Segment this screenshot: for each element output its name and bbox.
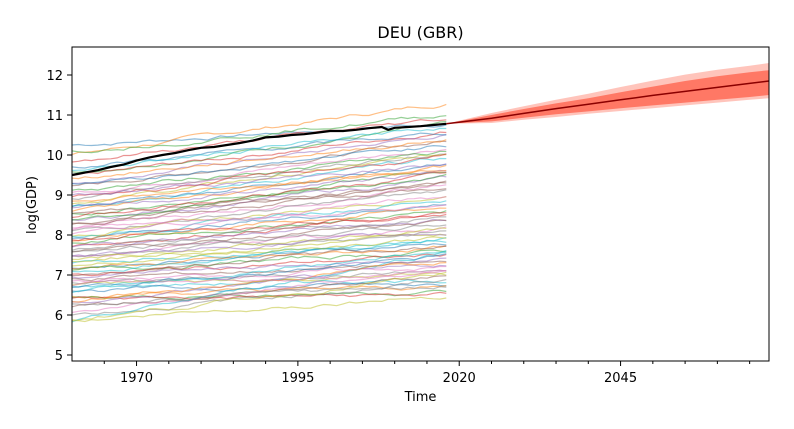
- highlighted-series-line: [71, 122, 447, 177]
- background-series-line: [71, 243, 447, 270]
- background-series-line: [71, 296, 447, 323]
- x-tick-label: 1970: [120, 371, 153, 386]
- background-series-line: [71, 232, 447, 257]
- background-series-line: [71, 251, 447, 323]
- y-tick-label: 9: [55, 189, 63, 204]
- background-series-line: [72, 133, 447, 184]
- x-tick-label: 2020: [443, 371, 476, 386]
- background-series-line: [71, 131, 447, 177]
- background-series-line: [71, 184, 447, 229]
- y-tick-label: 6: [55, 309, 63, 324]
- background-series-line: [71, 188, 447, 214]
- background-series-line: [71, 171, 447, 219]
- x-tick-label: 1995: [281, 371, 314, 386]
- background-series-line: [71, 271, 447, 321]
- x-axis: 1970 1995 2020 2045: [103, 361, 751, 386]
- background-series-line: [71, 245, 447, 270]
- background-series-line: [71, 224, 447, 253]
- background-series-line: [71, 169, 447, 209]
- background-series-line: [71, 245, 447, 277]
- background-series-line: [71, 139, 447, 180]
- background-series-line: [71, 181, 447, 225]
- axes-frame: [71, 46, 770, 362]
- background-series-line: [71, 163, 447, 196]
- plot-area: [71, 63, 770, 323]
- background-series-line: [71, 204, 447, 231]
- background-series-line: [71, 148, 447, 193]
- background-series-line: [71, 253, 447, 289]
- y-axis: 5 6 7 8 9 10 11 12: [46, 69, 72, 364]
- background-series-line: [71, 163, 447, 208]
- background-series-line: [71, 189, 447, 232]
- x-axis-label: Time: [404, 390, 437, 405]
- background-series-line: [71, 218, 447, 248]
- y-tick-label: 10: [46, 149, 63, 164]
- x-tick-label: 2045: [604, 371, 637, 386]
- y-tick-label: 12: [46, 69, 63, 84]
- background-series-line: [71, 216, 447, 251]
- background-series-line: [71, 236, 447, 267]
- y-axis-label: log(GDP): [25, 176, 40, 234]
- background-series-line: [71, 269, 447, 287]
- background-series-line: [71, 249, 447, 294]
- forecast-inner-band: [446, 70, 769, 124]
- background-series-line: [71, 153, 447, 201]
- y-tick-label: 11: [46, 109, 63, 124]
- y-tick-label: 8: [55, 229, 63, 244]
- background-series-line: [71, 213, 447, 242]
- background-series-line: [71, 115, 447, 154]
- background-series-line: [71, 210, 447, 245]
- background-series-line: [71, 140, 447, 187]
- background-series-line: [71, 286, 447, 306]
- background-series-line: [71, 240, 447, 273]
- background-series-line: [71, 127, 447, 172]
- background-series-line: [71, 264, 447, 304]
- background-series-line: [71, 153, 447, 198]
- background-series-line: [71, 265, 447, 284]
- background-series-line: [71, 169, 447, 202]
- background-series-line: [71, 144, 447, 185]
- background-series-line: [71, 230, 447, 258]
- forecast-median-line: [446, 80, 770, 125]
- background-series-line: [71, 173, 447, 221]
- y-tick-label: 5: [55, 349, 63, 364]
- background-series-line: [71, 171, 447, 216]
- y-tick-label: 7: [55, 269, 63, 284]
- chart-title: DEU (GBR): [377, 23, 463, 42]
- background-series-line: [71, 262, 447, 303]
